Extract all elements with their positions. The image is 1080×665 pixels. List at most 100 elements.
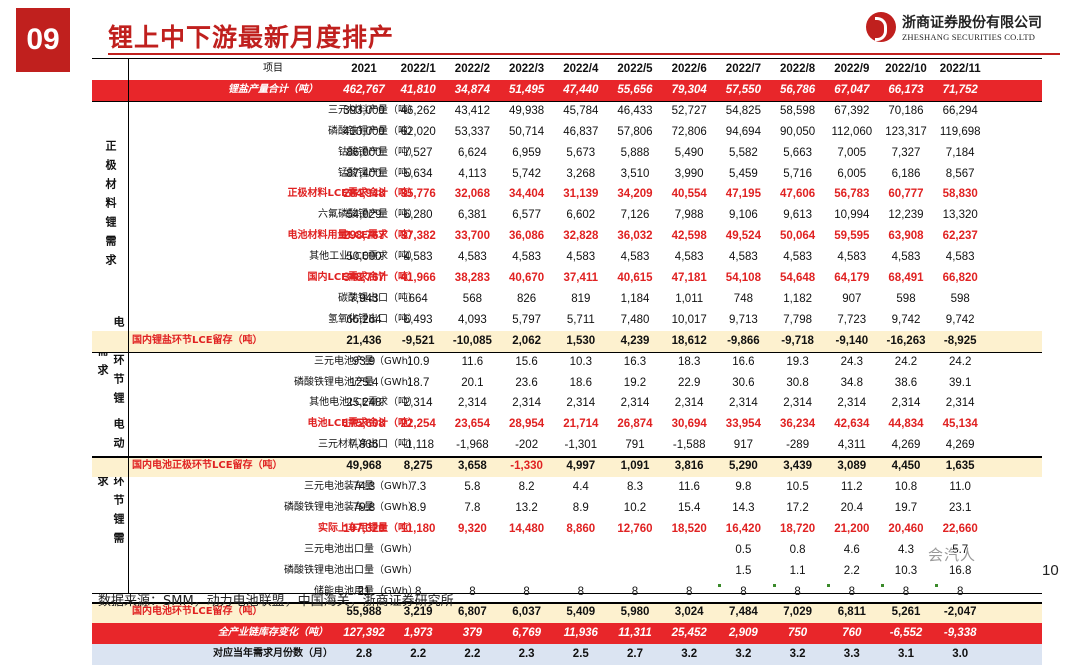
- table-cell: 8: [469, 585, 476, 598]
- table-cell: 21: [357, 585, 371, 598]
- data-source-note: 数据来源：SMM，动力电池联盟，中国海关，浙商证券研究所: [98, 594, 454, 609]
- table-cell: 2,314: [566, 397, 596, 410]
- table-cell: 5,290: [729, 460, 758, 473]
- table-cell: 24.3: [840, 355, 863, 368]
- table-cell: 123,317: [885, 125, 927, 138]
- table-cell: 4.4: [572, 481, 589, 493]
- table-cell: -202: [515, 439, 539, 452]
- table-cell: 11,180: [400, 522, 436, 535]
- table-row: 国内电池正极环节LCE留存（吨） 49,968 8,275 3,658 -1,330 4,…: [92, 456, 1042, 477]
- table-cell: -9,866: [727, 334, 760, 347]
- table-cell: 2,314: [403, 397, 433, 410]
- table-row: 实际上车用锂量（吨） 107,320 11,180 9,320 14,480 8,860 1…: [92, 519, 1042, 540]
- table-cell: 94,694: [725, 125, 761, 138]
- table-cell: 598: [896, 292, 916, 305]
- table-cell: 5,459: [729, 167, 758, 180]
- table-cell: 20.1: [461, 376, 484, 389]
- row-label: 实际上车用锂量（吨）: [318, 522, 418, 534]
- table-cell: 66,820: [942, 272, 978, 284]
- column-header: 2022/6: [671, 63, 707, 75]
- logo-cn-name: 浙商证券股份有限公司: [902, 15, 1042, 31]
- table-cell: 6,280: [403, 209, 433, 222]
- table-cell: [554, 561, 608, 582]
- table-cell: 791: [625, 439, 645, 452]
- table-cell: 4,583: [403, 251, 433, 264]
- row-label: 钴酸锂产量（吨）: [338, 146, 418, 158]
- table-cell: 917: [733, 439, 753, 452]
- table-cell: 16.8: [948, 564, 972, 577]
- table-cell: 71,752: [942, 83, 978, 96]
- table-cell: [500, 540, 554, 561]
- table-cell: 6,624: [458, 146, 487, 159]
- table-cell: 348,767: [343, 272, 385, 284]
- table-cell: 6,959: [512, 146, 541, 159]
- table-cell: 4,583: [837, 251, 867, 264]
- table-cell: 7,126: [620, 209, 650, 222]
- table-cell: 2.2: [410, 648, 427, 661]
- row-label: 三元电池出口量（GWh）: [304, 543, 418, 555]
- section-rule: [92, 602, 1042, 604]
- table-cell: 4,311: [837, 439, 866, 452]
- table-cell: 125.4: [349, 376, 379, 389]
- table-cell: -9,338: [943, 627, 977, 640]
- row-label: 磷酸铁锂电池产量（GWh）: [294, 376, 418, 388]
- table-cell: 2,314: [891, 397, 921, 410]
- table-cell: 6,577: [512, 209, 541, 222]
- table-row: 钴酸锂产量（吨） 86,000 7,527 6,624 6,959 5,673 5,888 5…: [92, 143, 1042, 164]
- table-cell: -16,263: [886, 334, 926, 347]
- table-cell: 62,020: [400, 125, 436, 138]
- table-cell: 36,234: [780, 418, 816, 431]
- table-row: 磷酸铁锂电池产量（GWh） 125.4 18.7 20.1 23.6 18.6 19.2 22…: [92, 373, 1042, 394]
- row-label: 其他工业LCE需求（吨）: [309, 251, 418, 263]
- table-cell: 3,990: [674, 167, 704, 180]
- logo-en-name: ZHESHANG SECURITIES CO.LTD: [902, 32, 1036, 42]
- table-cell: 44,834: [888, 418, 924, 431]
- table-cell: 298,767: [343, 230, 385, 243]
- row-label: 国内锂盐环节LCE留存（吨）: [132, 334, 263, 346]
- table-cell: 52,727: [671, 104, 707, 117]
- table-cell: 6,493: [403, 313, 433, 326]
- table-cell: 39.1: [948, 376, 972, 389]
- table-cell: 5,663: [783, 146, 812, 159]
- table-row: 电池LCE需求合计（吨） 175,608 22,254 23,654 28,954 21,…: [92, 414, 1042, 435]
- table-cell: 8: [631, 585, 639, 598]
- table-row: 三元材料净出口（吨） 7,836 -1,118 -1,968 -202 -1,301 791…: [92, 435, 1042, 456]
- table-cell: 5,888: [620, 146, 650, 159]
- table-cell: 9,613: [783, 209, 812, 222]
- column-header: 2022/11: [939, 63, 981, 75]
- table-cell: 23.6: [515, 376, 538, 389]
- table-row: 正极材料LCE需求合计（吨） 284,948 35,776 32,068 34,404 3…: [92, 184, 1042, 205]
- table-cell: 66,294: [942, 104, 978, 117]
- table-cell: [662, 561, 716, 582]
- table-cell: 18.6: [569, 376, 592, 389]
- table-cell: 5,716: [783, 167, 812, 180]
- row-label: 储能电池用量（GWh）: [314, 585, 418, 597]
- table-cell: 6,186: [891, 167, 921, 180]
- table-row: 六氟磷酸锂产量（吨） 54,029 6,280 6,381 6,577 6,602 7,12…: [92, 205, 1042, 226]
- table-cell: 2.8: [356, 648, 372, 661]
- table-cell: 10,017: [671, 313, 707, 326]
- table-cell: 20.4: [840, 501, 863, 514]
- row-label: 锰酸锂产量（吨）: [338, 167, 418, 179]
- table-cell: 15.6: [515, 355, 538, 368]
- table-cell: 4,269: [891, 439, 921, 452]
- table-cell: 86,000: [346, 146, 382, 159]
- table-cell: 8: [685, 585, 693, 598]
- table-cell: 3,658: [458, 460, 487, 473]
- table-cell: 3,510: [620, 167, 650, 180]
- table-cell: 56,786: [780, 83, 816, 96]
- table-row: 氢氧化锂出口（吨） 66,264 6,493 4,093 5,797 5,711 7,480…: [92, 310, 1042, 331]
- table-cell: 93.9: [352, 355, 376, 368]
- table-cell: 5,673: [566, 146, 596, 159]
- table-cell: 2,314: [458, 397, 487, 410]
- table-cell: 37,382: [400, 230, 436, 243]
- table-cell: 10.8: [894, 481, 918, 493]
- table-header-row: 项目 2021 2022/1 2022/2 2022/3 2022/4 2022/5 202…: [92, 59, 1042, 80]
- table-cell: 22.9: [677, 376, 701, 389]
- table-cell: 60,777: [888, 188, 924, 201]
- table-cell: 8.9: [572, 501, 589, 514]
- table-cell: 49,938: [509, 104, 545, 117]
- table-cell: 47,440: [563, 83, 599, 96]
- table-cell: 3,439: [783, 460, 812, 473]
- table-cell: -1,301: [564, 439, 598, 452]
